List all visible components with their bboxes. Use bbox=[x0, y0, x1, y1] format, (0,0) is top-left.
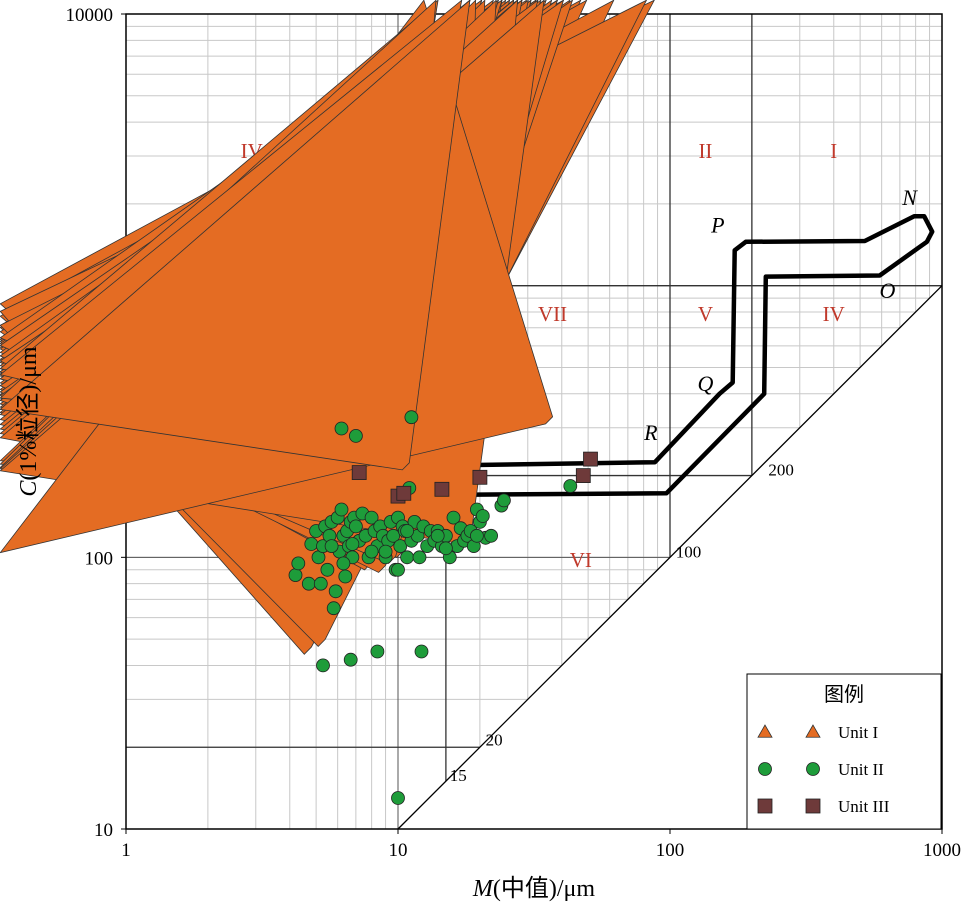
region-label: IV bbox=[823, 302, 845, 326]
y-axis-title: C(1%粒径)/μm bbox=[15, 346, 42, 497]
legend-label: Unit III bbox=[838, 797, 890, 816]
envelope-point-label: R bbox=[643, 420, 658, 445]
data-point bbox=[472, 469, 488, 485]
x-tick-label: 100 bbox=[656, 840, 685, 861]
x-axis-title: M(中值)/μm bbox=[472, 875, 596, 902]
x-tick-label: 1000 bbox=[923, 840, 961, 861]
envelope-point-label: N bbox=[901, 185, 918, 210]
diagonal-label: 15 bbox=[450, 766, 467, 785]
data-point bbox=[404, 410, 419, 425]
y-tick-label: 10 bbox=[94, 820, 113, 841]
data-point bbox=[575, 468, 591, 484]
data-point bbox=[469, 528, 484, 543]
y-tick-label: 10000 bbox=[66, 5, 114, 26]
legend-marker bbox=[805, 798, 821, 814]
region-label: VI bbox=[570, 548, 592, 572]
region-label: VII bbox=[538, 302, 567, 326]
x-tick-label: 10 bbox=[389, 840, 408, 861]
legend-title: 图例 bbox=[824, 683, 864, 706]
region-label: V bbox=[698, 302, 713, 326]
data-point bbox=[364, 544, 379, 559]
data-point bbox=[475, 509, 490, 523]
x-axis-title-text: (中值)/μm bbox=[493, 875, 596, 902]
data-point bbox=[345, 537, 360, 551]
data-point bbox=[563, 479, 578, 493]
data-point bbox=[400, 524, 415, 538]
data-point bbox=[430, 528, 445, 543]
legend-marker bbox=[758, 762, 772, 776]
envelope-outline bbox=[443, 214, 935, 497]
legend-label: Unit I bbox=[838, 723, 878, 742]
series-triangle bbox=[0, 0, 655, 655]
envelope-point-label: O bbox=[879, 278, 895, 303]
data-point bbox=[320, 562, 335, 577]
data-point bbox=[0, 0, 471, 471]
data-point bbox=[336, 556, 351, 571]
data-point bbox=[301, 576, 316, 591]
region-label: I bbox=[830, 139, 837, 163]
envelope-point-label: Q bbox=[698, 371, 714, 396]
data-point bbox=[313, 576, 328, 591]
series-square bbox=[351, 451, 598, 504]
legend-label: Unit II bbox=[838, 760, 884, 779]
data-point bbox=[438, 541, 453, 556]
x-tick-label: 1 bbox=[121, 840, 131, 861]
diagonal-label: 200 bbox=[768, 461, 794, 480]
data-point bbox=[412, 550, 427, 565]
legend-marker bbox=[757, 724, 773, 738]
data-point bbox=[338, 569, 353, 584]
legend: 图例 Unit I Unit II Unit III bbox=[746, 673, 942, 830]
data-point bbox=[316, 658, 330, 673]
data-point bbox=[484, 528, 499, 543]
data-point bbox=[386, 528, 401, 543]
diagonal-label: 100 bbox=[676, 542, 702, 561]
legend-marker bbox=[757, 798, 773, 814]
data-point bbox=[324, 539, 339, 553]
data-point bbox=[391, 562, 405, 577]
legend-marker bbox=[806, 762, 820, 776]
data-point bbox=[393, 539, 408, 553]
region-label: II bbox=[698, 139, 712, 163]
envelope-point-label: P bbox=[710, 212, 724, 237]
data-point bbox=[304, 537, 319, 551]
data-point bbox=[414, 644, 429, 659]
x-axis-title-symbol: M bbox=[472, 876, 495, 902]
data-point bbox=[288, 568, 303, 582]
data-point bbox=[396, 485, 412, 501]
data-point bbox=[291, 556, 306, 571]
data-point bbox=[328, 584, 343, 599]
data-point bbox=[496, 493, 511, 508]
data-point bbox=[364, 510, 379, 525]
diagonal-label: 20 bbox=[486, 730, 503, 749]
data-point bbox=[370, 644, 385, 659]
data-point bbox=[343, 652, 358, 667]
data-point bbox=[378, 544, 393, 559]
data-points bbox=[0, 0, 655, 805]
y-tick-label: 100 bbox=[85, 548, 114, 569]
data-point bbox=[446, 510, 461, 525]
data-point bbox=[326, 601, 341, 616]
data-point bbox=[583, 451, 598, 467]
data-point bbox=[334, 502, 349, 517]
data-point bbox=[351, 465, 367, 481]
legend-marker bbox=[805, 724, 821, 738]
data-point bbox=[348, 428, 363, 443]
series-circle bbox=[288, 410, 578, 805]
y-axis-title-text: (1%粒径)/μm bbox=[15, 346, 42, 481]
y-axis-title-symbol: C bbox=[16, 480, 42, 497]
data-point bbox=[348, 519, 363, 534]
diagonal-line bbox=[397, 285, 943, 830]
data-point bbox=[400, 550, 415, 565]
data-point bbox=[334, 421, 349, 436]
data-point bbox=[434, 481, 450, 497]
axis-titles: M(中值)/μm C(1%粒径)/μm bbox=[15, 346, 595, 902]
data-point bbox=[391, 791, 405, 805]
